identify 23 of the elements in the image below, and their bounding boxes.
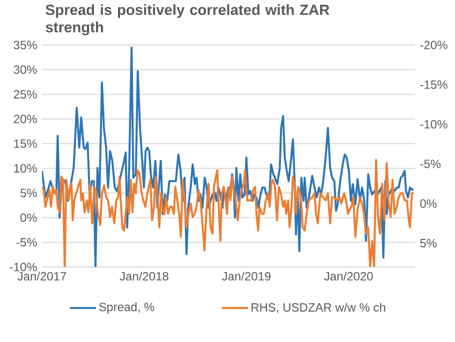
y-tick-label: 25% — [14, 90, 37, 99]
y2-tick-label: -5% — [420, 160, 441, 168]
y-tick-label: 0% — [20, 213, 37, 222]
chart-title: Spread is positively correlated with ZAR strength — [46, 4, 330, 36]
y2-tick-label: -20% — [420, 40, 448, 50]
y-tick-label: 20% — [14, 114, 37, 124]
y-tick-label: -5% — [16, 238, 37, 247]
x-tick-label: Jan/2018 — [120, 272, 168, 281]
legend-label: RHS, USDZAR w/w % ch — [252, 302, 386, 314]
y-tick-label: 15% — [14, 139, 37, 148]
x-tick-label: Jan/2017 — [18, 272, 66, 281]
x-tick-label: Jan/2019 — [222, 272, 271, 281]
y2-tick-label: 0% — [420, 199, 437, 208]
y-tick-label: 35% — [14, 40, 37, 50]
legend-label: Spread, % — [99, 302, 154, 314]
y2-tick-label: 5% — [420, 238, 437, 248]
y-tick-label: 30% — [14, 65, 37, 74]
y-tick-label: 10% — [14, 164, 37, 173]
y-tick-label: -10% — [10, 262, 37, 272]
y2-tick-label: -15% — [420, 80, 448, 89]
x-tick-label: Jan/2020 — [324, 272, 373, 281]
y2-tick-label: -10% — [420, 120, 448, 129]
y-tick-label: 5% — [20, 188, 37, 198]
